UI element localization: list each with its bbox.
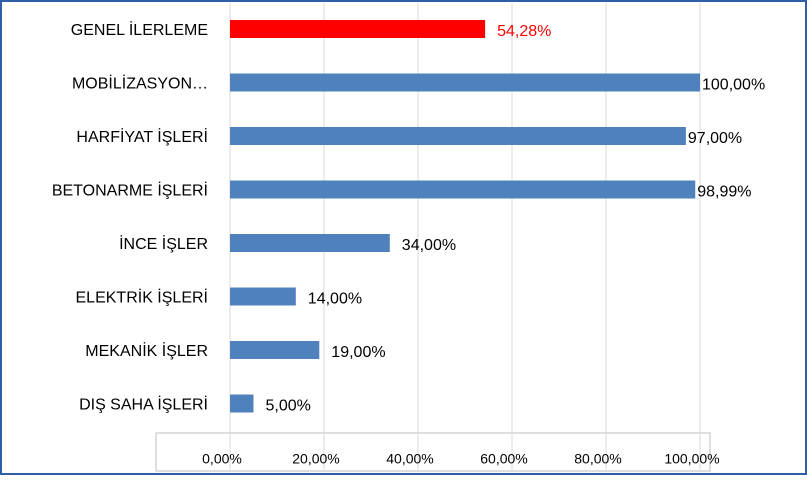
value-label: 54,28%: [497, 23, 551, 40]
value-label: 98,99%: [697, 184, 751, 201]
x-tick-label: 20,00%: [292, 451, 339, 467]
y-tick-label: ELEKTRİK İŞLERİ: [76, 288, 209, 307]
x-tick-label: 100,00%: [664, 451, 719, 467]
x-tick-label: 0,00%: [202, 451, 242, 467]
x-tick-label: 40,00%: [386, 451, 433, 467]
y-tick-label: BETONARME İŞLERİ: [52, 181, 208, 200]
bar: [230, 20, 486, 38]
y-tick-label: MEKANİK İŞLER: [85, 341, 208, 360]
value-label: 34,00%: [402, 237, 456, 254]
y-tick-label: DIŞ SAHA İŞLERİ: [79, 395, 208, 414]
bar: [230, 287, 296, 306]
bar: [230, 234, 390, 252]
x-tick-label: 80,00%: [574, 451, 621, 467]
axis-box: [155, 432, 711, 472]
y-tick-label: İNCE İŞLER: [119, 234, 208, 253]
value-label: 97,00%: [688, 130, 742, 147]
value-label: 19,00%: [331, 344, 385, 361]
y-tick-label: HARFİYAT İŞLERİ: [76, 127, 208, 146]
x-tick-label: 60,00%: [480, 451, 527, 467]
bar: [230, 180, 696, 199]
value-label: 5,00%: [266, 398, 311, 415]
value-label: 100,00%: [702, 77, 765, 94]
bar: [230, 394, 254, 413]
bar: [230, 127, 686, 145]
y-tick-label: GENEL İLERLEME: [71, 20, 208, 39]
bar: [230, 341, 320, 359]
y-tick-label: MOBİLİZASYON…: [72, 74, 208, 93]
bar: [230, 73, 700, 92]
value-label: 14,00%: [308, 291, 362, 308]
